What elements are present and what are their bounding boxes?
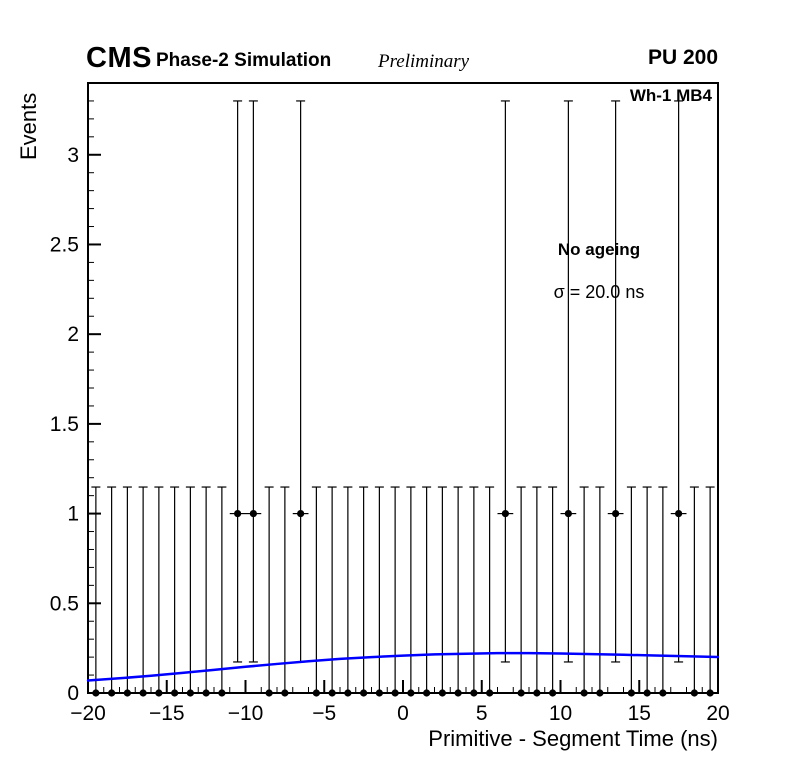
svg-text:1.5: 1.5 [50,413,79,436]
svg-text:0: 0 [397,702,409,725]
svg-text:5: 5 [476,702,488,725]
plot-frame [87,82,719,694]
svg-text:2: 2 [67,323,79,346]
sigma-annotation: σ = 20.0 ns [553,282,645,302]
phase2-simulation-label: Phase-2 Simulation [156,50,332,71]
fit-line [86,651,720,682]
chamber-label: Wh-1 MB4 [629,86,712,105]
svg-text:10: 10 [549,702,572,725]
y-axis: 0 0.5 1 1.5 2 2.5 3 [50,100,101,705]
svg-text:20: 20 [706,702,729,725]
y-axis-title: Events [16,92,41,160]
svg-text:0.5: 0.5 [50,592,79,615]
x-axis: −20 −15 −10 −5 0 5 10 15 20 [70,680,730,725]
svg-text:−10: −10 [228,702,264,725]
svg-text:1: 1 [67,503,79,526]
preliminary-label: Preliminary [378,51,470,72]
data-points [88,100,718,697]
ageing-annotation: No ageing [557,240,641,259]
x-axis-title: Primitive - Segment Time (ns) [428,726,718,751]
pileup-label: PU 200 [647,46,718,69]
svg-text:−20: −20 [70,702,106,725]
svg-text:−15: −15 [149,702,185,725]
svg-text:15: 15 [628,702,651,725]
svg-text:3: 3 [67,144,79,167]
svg-text:0: 0 [67,682,79,705]
svg-text:−5: −5 [312,702,336,725]
svg-text:2.5: 2.5 [50,233,79,256]
cms-logo-text: CMS [86,42,152,74]
